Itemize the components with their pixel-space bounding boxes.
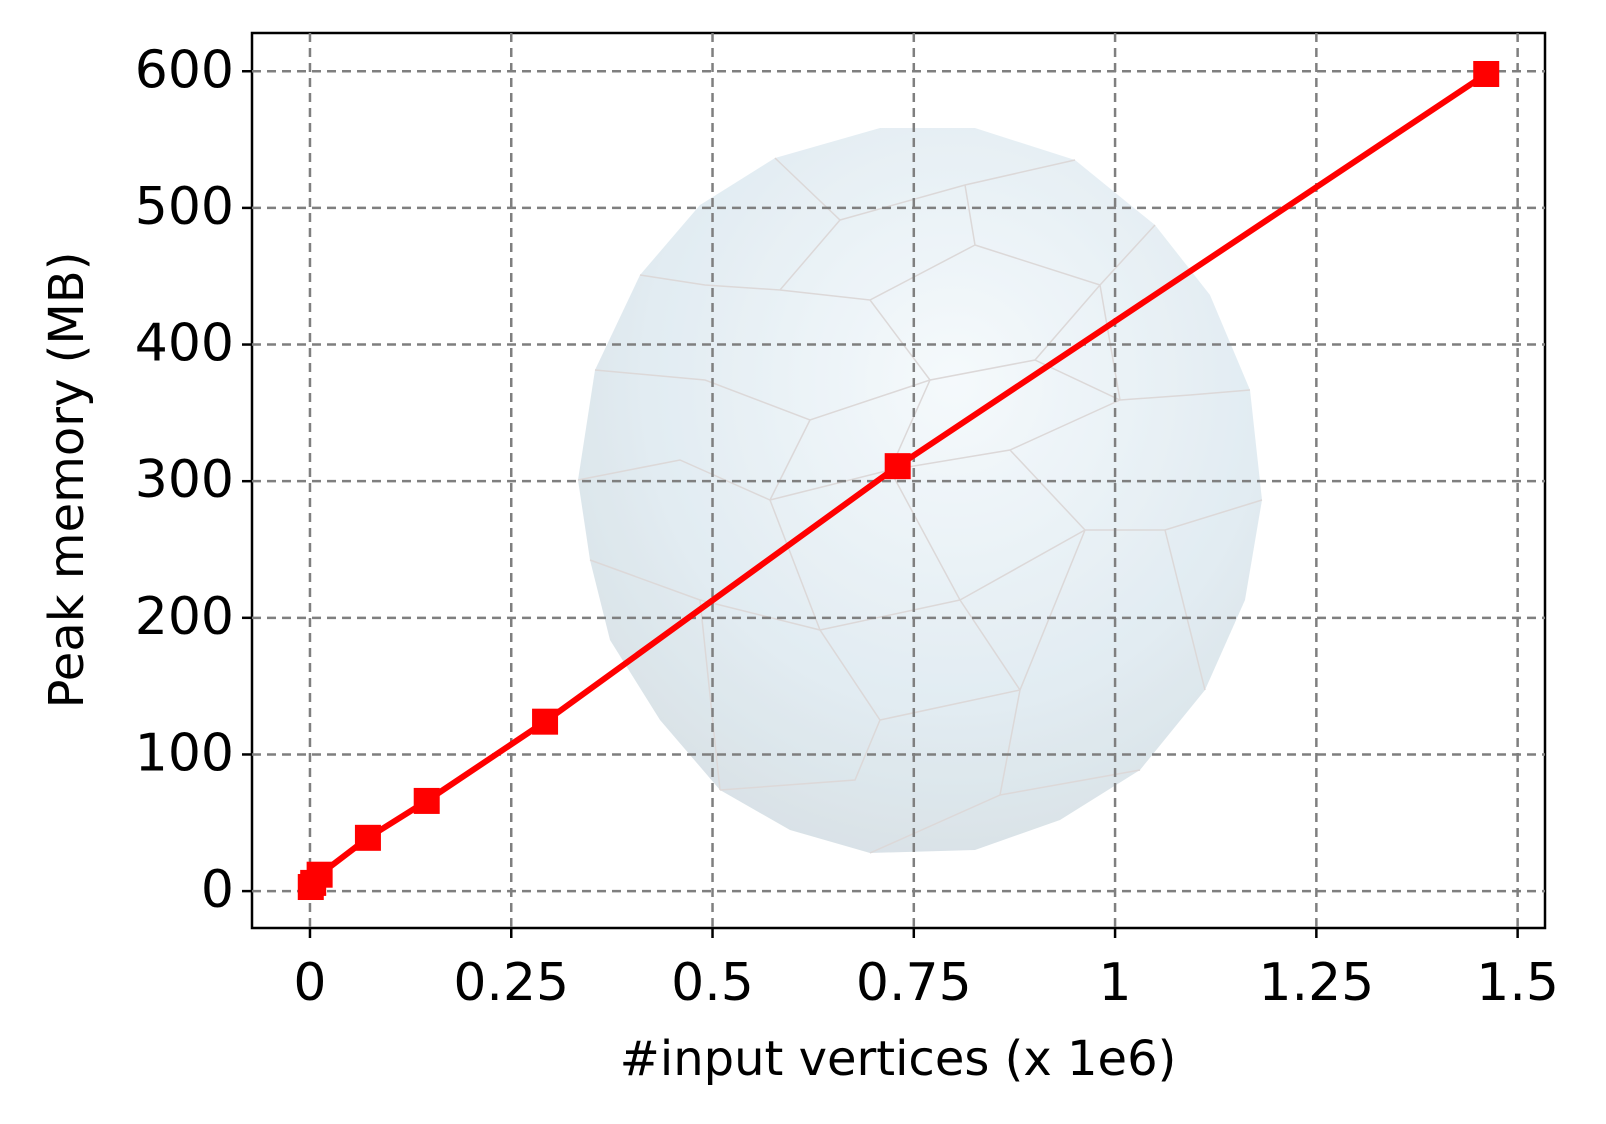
x-tick-label: 1.25 [1258,953,1374,1013]
y-tick-label: 600 [135,40,234,100]
data-point [413,787,440,814]
data-point [306,861,333,888]
x-axis-label: #input vertices (x 1e6) [620,1031,1177,1087]
data-point [884,453,911,480]
data-point [532,708,559,735]
y-tick-label: 500 [135,177,234,237]
y-tick-label: 0 [201,860,234,920]
y-tick-label: 400 [135,314,234,374]
background-mesh [577,128,1263,854]
x-tick-label: 0.75 [856,953,972,1013]
data-point [354,824,381,851]
x-tick-label: 1 [1099,953,1132,1013]
y-tick-label: 200 [135,587,234,647]
data-point [1473,60,1500,87]
y-tick-label: 100 [135,723,234,783]
x-tick-label: 0.5 [671,953,754,1013]
x-tick-label: 1.5 [1476,953,1559,1013]
y-axis-label: Peak memory (MB) [39,252,95,709]
x-tick-label: 0.25 [453,953,569,1013]
y-tick-label: 300 [135,450,234,510]
x-tick-label: 0 [293,953,326,1013]
